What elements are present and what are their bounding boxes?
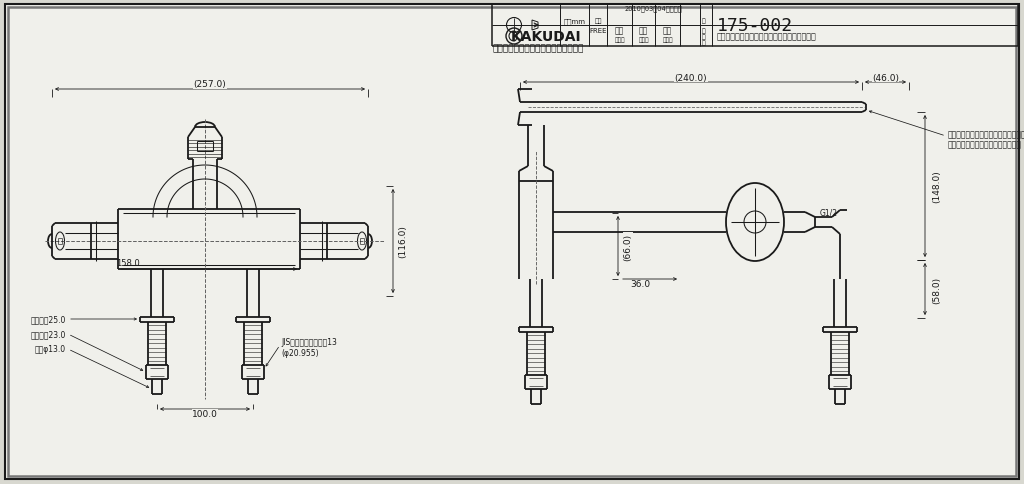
Text: (148.0): (148.0): [933, 170, 941, 203]
Text: 製　図: 製 図: [614, 37, 625, 43]
Text: 検　図: 検 図: [638, 37, 649, 43]
Text: (240.0): (240.0): [675, 74, 708, 82]
Text: 番: 番: [702, 28, 706, 34]
Text: (46.0): (46.0): [872, 74, 899, 82]
Text: JIS給水栓取付ねじ　13: JIS給水栓取付ねじ 13: [281, 337, 337, 346]
Text: (257.0): (257.0): [194, 80, 226, 90]
Text: (116.0): (116.0): [398, 225, 408, 258]
Text: (φ20.955): (φ20.955): [281, 348, 318, 357]
Text: G1/2: G1/2: [820, 208, 838, 216]
Text: 承　認: 承 認: [663, 37, 673, 43]
Text: 品: 品: [702, 18, 706, 24]
Text: 大西: 大西: [663, 27, 672, 35]
Text: 100.0: 100.0: [193, 409, 218, 419]
Text: この部分にシャワセットを取付けます。: この部分にシャワセットを取付けます。: [948, 130, 1024, 139]
Text: 158.0: 158.0: [116, 258, 139, 268]
Text: FREE: FREE: [589, 28, 607, 34]
Text: 品: 品: [702, 34, 706, 40]
Text: 六角対辺25.0: 六角対辺25.0: [31, 315, 66, 324]
Text: サーモスタットシャワ混合栓（デッキタイプ）: サーモスタットシャワ混合栓（デッキタイプ）: [717, 32, 817, 42]
Text: KAKUDAI: KAKUDAI: [511, 30, 582, 44]
Text: 2010年03月04日　作成: 2010年03月04日 作成: [625, 6, 682, 12]
Text: 登村: 登村: [614, 27, 624, 35]
Text: (66.0): (66.0): [624, 233, 633, 260]
Text: 中本: 中本: [639, 27, 648, 35]
Text: 36.0: 36.0: [630, 279, 650, 288]
Text: (58.0): (58.0): [933, 276, 941, 303]
Text: （シャワセットは別付属品参照。）: （シャワセットは別付属品参照。）: [948, 140, 1022, 149]
Text: 内径φ13.0: 内径φ13.0: [35, 345, 66, 354]
Text: 尺度: 尺度: [594, 18, 602, 24]
Text: 名: 名: [702, 40, 706, 45]
Text: 単位mm: 単位mm: [563, 19, 586, 25]
Text: 175-002: 175-002: [717, 17, 794, 35]
Text: 注：（　）内寸法は参考寸法である。: 注：（ ）内寸法は参考寸法である。: [492, 44, 584, 53]
Text: 六角対辺23.0: 六角対辺23.0: [31, 330, 66, 339]
